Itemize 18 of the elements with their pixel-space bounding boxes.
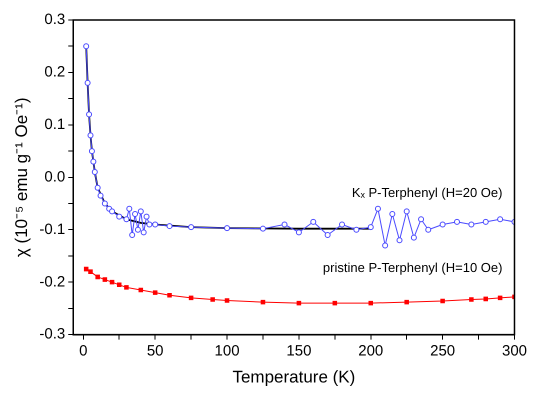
series-label: Kₓ P-Terphenyl (H=20 Oe) [352,184,502,200]
y-tick-label: -0.3 [39,326,66,343]
y-tick-label: -0.1 [39,220,66,238]
x-axis-title: Temperature (K) [232,367,356,386]
x-tick-label: 50 [146,342,164,360]
y-tick-label: 0.3 [44,11,66,28]
y-tick-label: -0.2 [39,273,66,290]
y-axis-title: χ (10⁻⁵ emu g⁻¹ Oe⁻¹) [12,97,31,258]
y-tick-label: 0.0 [44,168,66,186]
series-label: pristine P-Terphenyl (H=10 Oe) [322,260,502,275]
x-tick-label: 0 [79,342,88,360]
y-tick-label: 0.2 [44,64,66,81]
x-tick-label: 100 [214,342,240,360]
y-tick-label: 0.1 [44,116,66,134]
x-tick-label: 250 [430,342,456,360]
x-tick-label: 300 [502,342,527,360]
x-tick-label: 200 [358,342,384,360]
x-tick-label: 150 [286,342,312,360]
